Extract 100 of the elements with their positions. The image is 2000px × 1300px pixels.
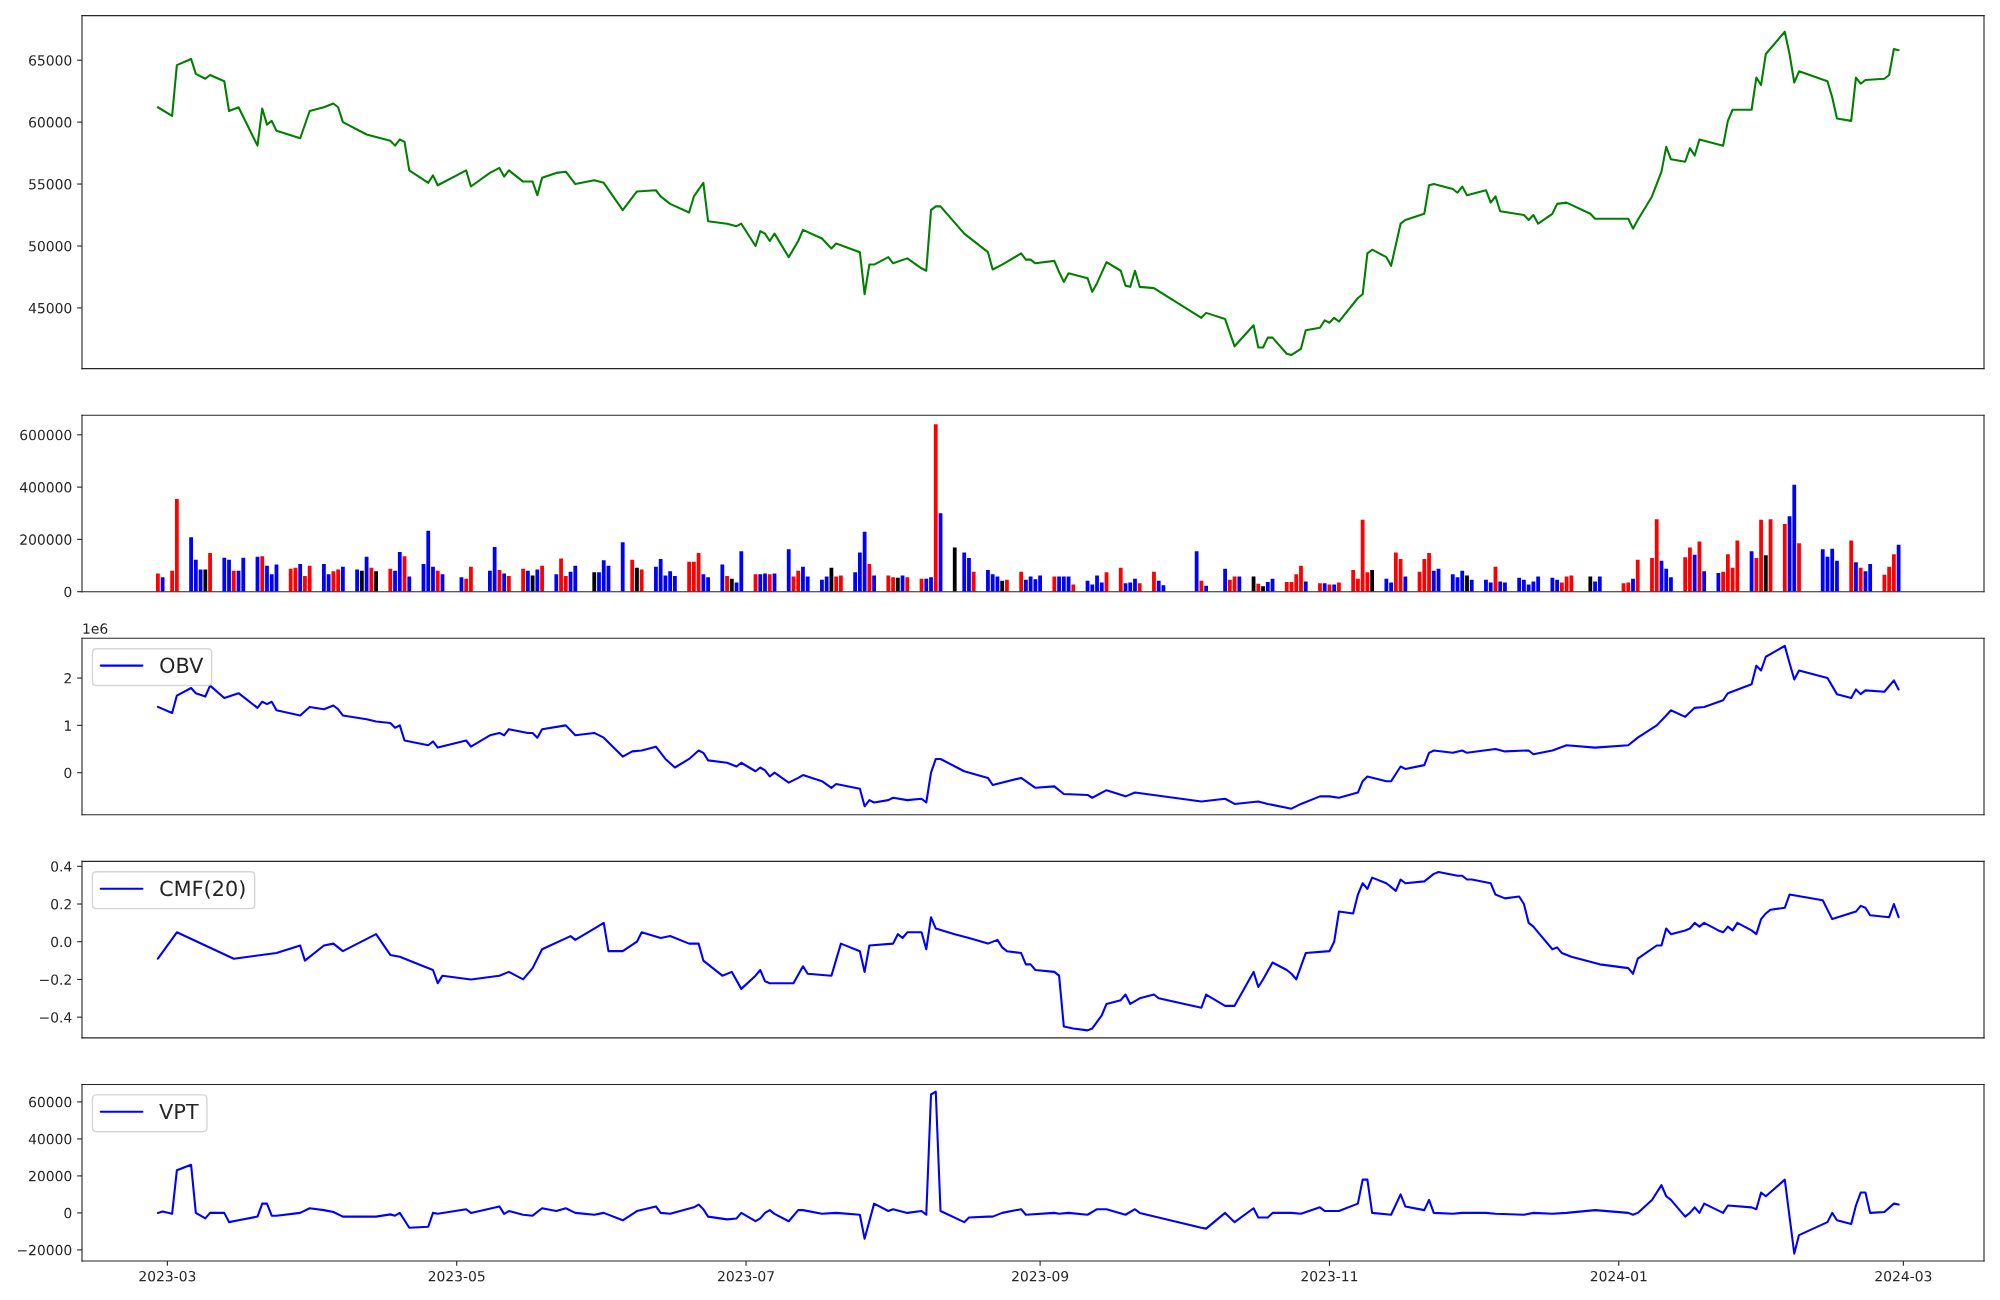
bar (767, 574, 772, 592)
bar (1332, 584, 1337, 592)
bar (1635, 559, 1640, 592)
bar (1820, 549, 1825, 592)
bar (374, 571, 378, 592)
bar (1526, 584, 1531, 592)
bar (1569, 575, 1574, 592)
bar (298, 563, 303, 592)
bar (1227, 579, 1232, 592)
bar (786, 549, 791, 592)
bar (1692, 554, 1697, 592)
line-series (156, 870, 1900, 1032)
y-tick-label: −0.4 (40, 1012, 72, 1023)
text: 1e6 (83, 623, 108, 634)
bar (696, 553, 701, 592)
bar (1019, 571, 1024, 592)
bar (739, 551, 744, 592)
bar (962, 552, 967, 592)
bar (658, 559, 663, 592)
bar (1763, 555, 1768, 592)
bar (952, 547, 957, 592)
y-tick-label: 20000 (29, 1170, 72, 1182)
bar (369, 567, 374, 592)
bar (1322, 583, 1327, 592)
bar (1536, 576, 1541, 592)
bar (1128, 582, 1133, 592)
legend-label: CMF(20) (160, 880, 245, 899)
bar (1654, 519, 1659, 592)
bar (1564, 576, 1569, 592)
bar (1393, 552, 1398, 592)
y-tick-label: 1 (64, 720, 71, 731)
y-tick-label: 600000 (20, 429, 72, 441)
bar (1735, 540, 1740, 592)
bar (1854, 562, 1858, 592)
bar (1896, 544, 1901, 592)
bar (573, 565, 578, 592)
bar (630, 559, 635, 592)
bar (1360, 519, 1365, 592)
bar (1351, 570, 1356, 592)
bar (1702, 571, 1707, 592)
bar (824, 576, 829, 592)
y-tick-label: 40000 (28, 1133, 72, 1145)
bar (687, 561, 692, 592)
bar (1256, 583, 1261, 592)
bar (241, 557, 246, 592)
bar (1450, 574, 1455, 592)
bar (834, 576, 839, 592)
bar (990, 574, 995, 592)
bar (1891, 554, 1896, 592)
bar (359, 570, 364, 592)
bar (1223, 568, 1227, 592)
bar (355, 569, 359, 592)
bar (497, 570, 502, 592)
bar (1052, 576, 1057, 592)
line-series (156, 30, 1900, 357)
y-tick-label: 0.4 (51, 861, 72, 872)
bar (905, 577, 910, 592)
bar (407, 576, 412, 592)
bar (1005, 579, 1009, 592)
bar (492, 546, 497, 592)
bar (1498, 581, 1503, 592)
bar (592, 572, 597, 592)
y-tick-label: 60000 (29, 117, 72, 128)
bar (1156, 580, 1161, 592)
bar (1588, 576, 1593, 592)
bar (796, 570, 801, 592)
bar (1431, 570, 1436, 592)
bar (525, 570, 530, 592)
bar (1137, 583, 1142, 592)
bar (1384, 578, 1389, 592)
bar (701, 574, 706, 592)
bar (725, 576, 729, 592)
bar (1631, 578, 1635, 592)
y-tick-label: 0.0 (51, 936, 72, 948)
bar (1000, 580, 1005, 592)
bar (1118, 567, 1123, 592)
bar (720, 564, 725, 592)
bar (872, 575, 876, 592)
bar (426, 530, 431, 592)
x-tick-label: 2024-01 (1590, 1270, 1647, 1282)
line-series (156, 644, 1900, 810)
bar (1782, 523, 1787, 592)
y-tick-label: 2 (64, 673, 71, 684)
bar (1716, 572, 1721, 592)
bar (635, 567, 639, 592)
legend-label: OBV (160, 657, 204, 674)
bar (1403, 576, 1408, 592)
bar (1626, 582, 1631, 592)
bar (174, 498, 179, 592)
bar (222, 557, 227, 592)
bar (1071, 584, 1076, 592)
legend-label: VPT (159, 1103, 199, 1120)
bar (1597, 576, 1602, 592)
bar (535, 569, 540, 592)
bar (1550, 577, 1555, 592)
bar (1849, 540, 1854, 592)
bar (307, 565, 312, 592)
bar (639, 569, 644, 592)
bar (1199, 580, 1204, 592)
bar (155, 573, 160, 592)
